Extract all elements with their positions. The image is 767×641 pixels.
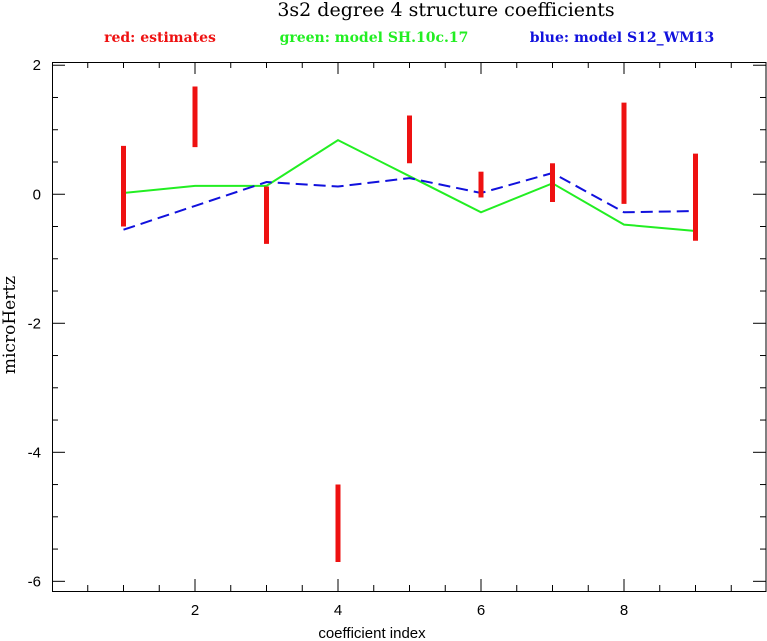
model-series [123,138,696,232]
series-line-green [123,138,696,232]
axis-ticks [52,62,766,591]
y-tick-label: -6 [28,573,41,590]
y-axis-label: microHertz [0,276,20,374]
x-tick-label: 2 [191,602,199,619]
y-tick-label: -4 [28,444,41,461]
estimate-bars [121,86,698,562]
x-tick-label: 6 [477,602,485,619]
legend-model-sh10c17: green: model SH.10c.17 [280,30,469,46]
series-line-blue [123,171,696,231]
x-tick-label: 4 [334,602,342,619]
legend-estimates: red: estimates [104,30,216,46]
y-tick-label: 2 [33,57,41,74]
y-tick-label: -2 [28,315,41,332]
tick-labels: 2 4 6 8 2 0 -2 -4 -6 [28,57,629,619]
chart-title: 3s2 degree 4 structure coefficients [277,0,614,21]
x-axis-label: coefficient index [318,625,426,641]
x-tick-label: 8 [620,602,628,619]
legend-model-s12wm13: blue: model S12_WM13 [530,30,715,46]
y-tick-label: 0 [33,186,41,203]
